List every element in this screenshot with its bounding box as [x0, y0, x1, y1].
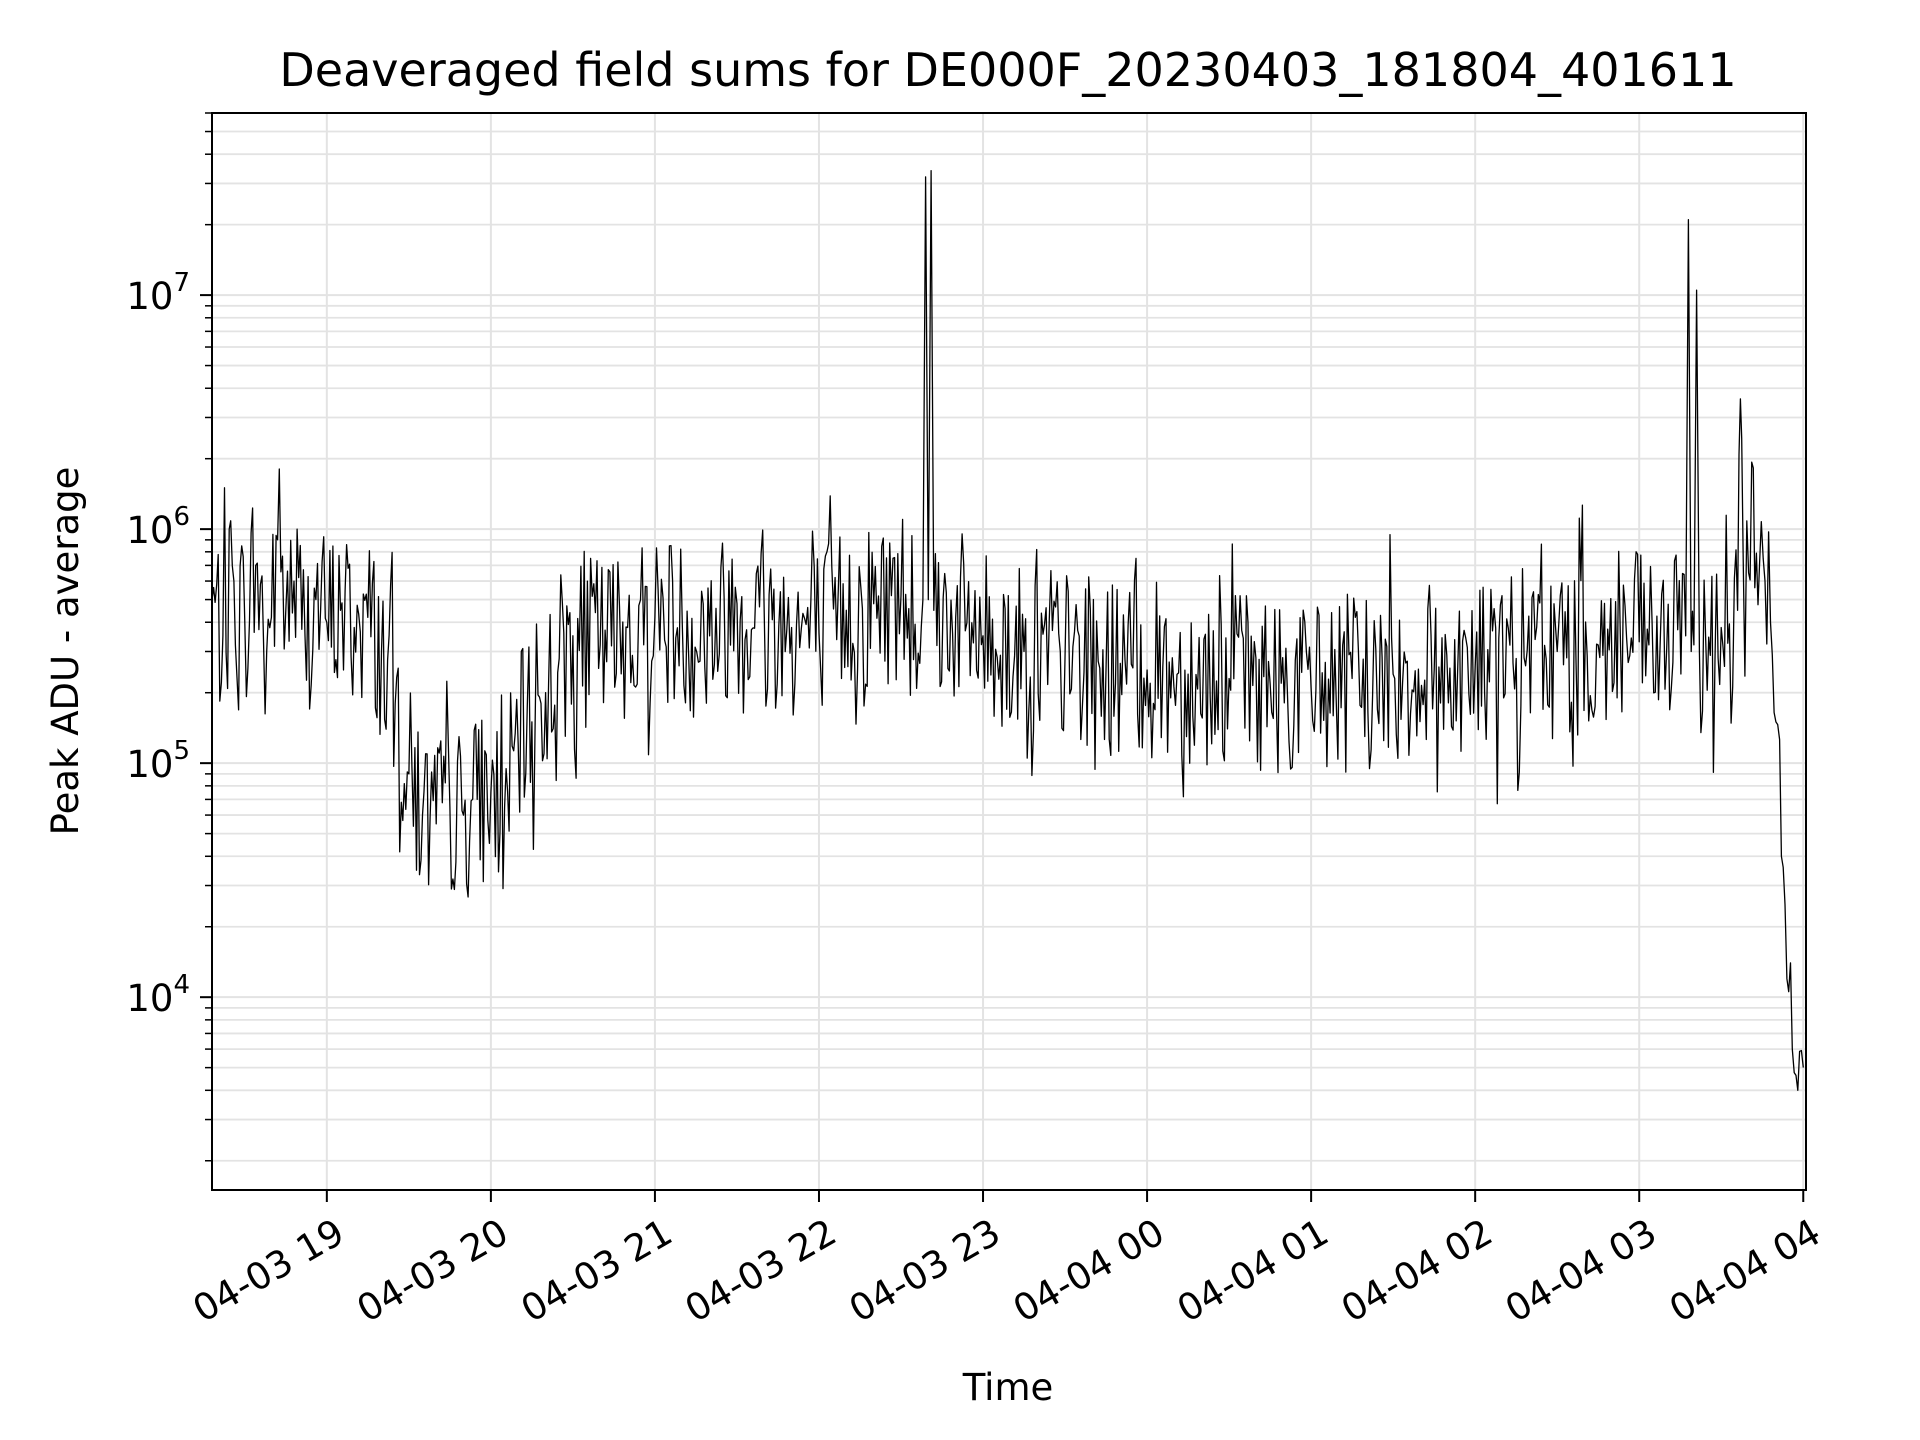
y-tick-base: 10: [126, 743, 173, 786]
y-tick-base: 10: [126, 275, 173, 318]
y-tick-exponent: 6: [173, 502, 190, 532]
y-tick-base: 10: [126, 509, 173, 552]
grid: [212, 112, 1806, 1190]
chart-title: Deaveraged field sums for DE000F_2023040…: [279, 43, 1736, 97]
x-axis-label: Time: [962, 1366, 1054, 1409]
y-tick-label: 105: [126, 736, 190, 786]
y-tick-exponent: 4: [173, 970, 190, 1000]
y-tick-label: 104: [126, 970, 190, 1020]
plot-frame: [211, 112, 1807, 1191]
y-tick-exponent: 7: [173, 268, 190, 298]
y-tick-exponent: 5: [173, 736, 190, 766]
series-line: [211, 170, 1804, 1091]
minor-ticks: [205, 112, 212, 1162]
y-tick-label: 106: [126, 502, 190, 552]
y-axis-label: Peak ADU - average: [44, 467, 87, 836]
y-tick-label: 107: [126, 268, 190, 318]
y-tick-base: 10: [126, 977, 173, 1020]
